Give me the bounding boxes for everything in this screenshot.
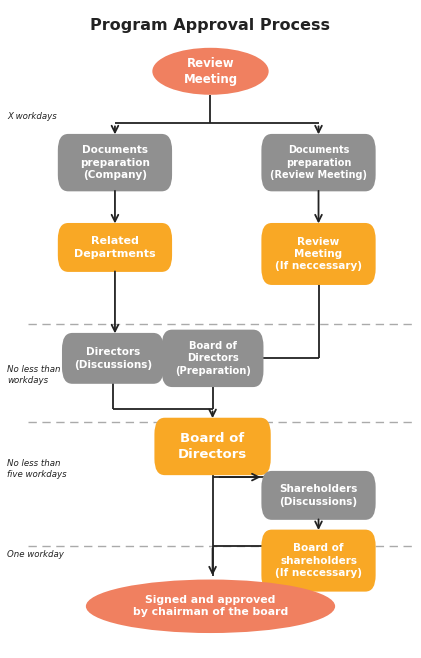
Text: Board of
shareholders
(If neccessary): Board of shareholders (If neccessary) (275, 544, 362, 578)
Text: Signed and approved
by chairman of the board: Signed and approved by chairman of the b… (133, 595, 288, 617)
FancyBboxPatch shape (62, 333, 164, 384)
Text: No less than
five workdays: No less than five workdays (7, 459, 67, 479)
FancyBboxPatch shape (261, 471, 376, 520)
FancyBboxPatch shape (261, 134, 376, 191)
Text: Board of
Directors
(Preparation): Board of Directors (Preparation) (175, 341, 250, 376)
Text: Related
Departments: Related Departments (74, 236, 156, 259)
Text: Review
Meeting: Review Meeting (184, 57, 237, 86)
Text: Documents
preparation
(Review Meeting): Documents preparation (Review Meeting) (270, 145, 367, 180)
Text: Shareholders
(Discussions): Shareholders (Discussions) (279, 484, 358, 507)
Text: X workdays: X workdays (7, 113, 57, 122)
Text: Review
Meeting
(If neccessary): Review Meeting (If neccessary) (275, 237, 362, 271)
Text: Directors
(Discussions): Directors (Discussions) (74, 347, 152, 370)
Ellipse shape (152, 48, 269, 95)
Text: One workday: One workday (7, 549, 64, 559)
FancyBboxPatch shape (58, 223, 172, 272)
FancyBboxPatch shape (261, 223, 376, 285)
Text: No less than ten
workdays: No less than ten workdays (7, 365, 77, 385)
Text: Documents
preparation
(Company): Documents preparation (Company) (80, 145, 150, 180)
Text: Program Approval Process: Program Approval Process (91, 18, 330, 33)
FancyBboxPatch shape (261, 530, 376, 592)
Ellipse shape (86, 580, 335, 633)
FancyBboxPatch shape (58, 134, 172, 191)
FancyBboxPatch shape (162, 330, 264, 387)
Text: Board of
Directors: Board of Directors (178, 432, 247, 461)
FancyBboxPatch shape (155, 418, 271, 475)
